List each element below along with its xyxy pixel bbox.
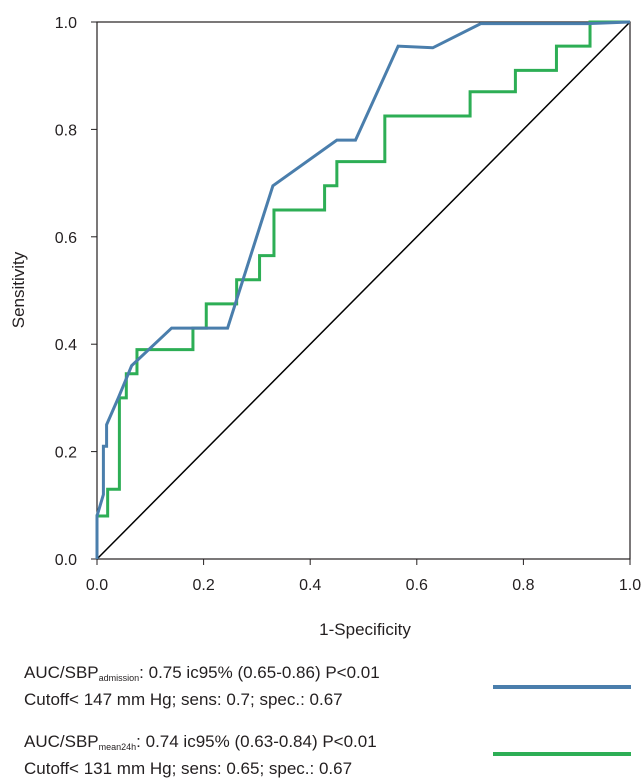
y-tick-label: 0.4 [55,337,77,354]
x-tick-label: 1.0 [619,577,641,594]
y-tick-label: 1.0 [55,15,77,32]
y-axis-label: Sensitivity [9,251,28,328]
legend-text-line1: AUC/SBPmean24h: 0.74 ic95% (0.63-0.84) P… [24,731,377,758]
plot-frame [96,21,631,560]
legend-text-line2: Cutoff< 131 mm Hg; sens: 0.65; spec.: 0.… [24,759,353,778]
legend-entry-mean24h: AUC/SBPmean24h: 0.74 ic95% (0.63-0.84) P… [24,731,377,779]
x-axis-ticks: 0.0 0.2 0.4 0.6 0.8 1.0 [86,559,641,594]
legend-suffix: : 0.75 ic95% (0.65-0.86) P<0.01 [139,663,380,682]
legend-text-line2: Cutoff< 147 mm Hg; sens: 0.7; spec.: 0.6… [24,690,343,709]
y-tick-label: 0.6 [55,230,77,247]
y-tick-label: 0.0 [55,552,77,569]
legend-prefix: AUC/SBP [24,663,99,682]
legend-swatch-admission [493,685,631,689]
legend-suffix: : 0.74 ic95% (0.63-0.84) P<0.01 [136,732,377,751]
legend-subscript: mean24h [98,742,137,752]
x-tick-label: 0.8 [512,577,534,594]
x-tick-label: 0.6 [406,577,428,594]
legend-subscript: admission [98,673,140,683]
x-tick-label: 0.4 [299,577,321,594]
reference-diagonal-line [96,21,631,560]
series-line-admission [95,20,631,559]
legend-prefix: AUC/SBP [24,732,99,751]
legend-text-line1: AUC/SBPadmission: 0.75 ic95% (0.65-0.86)… [24,662,380,689]
y-tick-label: 0.2 [55,445,77,462]
legend-swatch-mean24h [493,752,631,756]
x-tick-label: 0.2 [192,577,214,594]
x-axis-label: 1-Specificity [319,620,411,639]
x-tick-label: 0.0 [86,577,108,594]
roc-chart: 0.0 0.2 0.4 0.6 0.8 1.0 0.0 0.2 0.4 0.6 0.8 1.0 1-… [9,15,641,639]
y-tick-label: 0.8 [55,122,77,139]
legend-entry-admission: AUC/SBPadmission: 0.75 ic95% (0.65-0.86)… [24,662,380,710]
y-axis-ticks: 0.0 0.2 0.4 0.6 0.8 1.0 [55,15,97,569]
series-group [95,20,631,560]
